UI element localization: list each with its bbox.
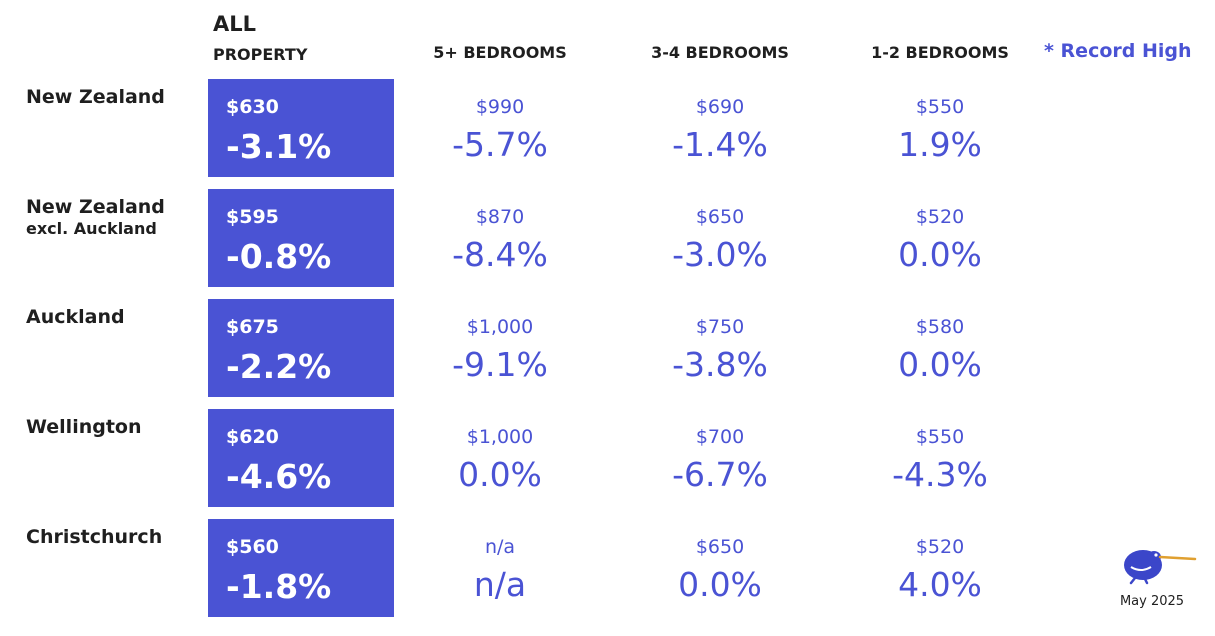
header-5plus-bedrooms: 5+ BEDROOMS — [433, 43, 567, 62]
header-1-2-bedrooms: 1-2 BEDROOMS — [871, 43, 1009, 62]
cell-1-2: $550 1.9% — [830, 79, 1050, 177]
cell-change: n/a — [473, 565, 527, 604]
header-3-4-bedrooms: 3-4 BEDROOMS — [651, 43, 789, 62]
cell-change: 0.0% — [898, 235, 982, 274]
table-row: Auckland $675 -2.2% $1,000 -9.1% $750 -3… — [0, 299, 1215, 397]
cell-change: -5.7% — [452, 125, 548, 164]
cell-3-4: $650 -3.0% — [610, 189, 830, 287]
all-price: $560 — [226, 536, 279, 558]
region-name: New Zealand — [26, 86, 165, 108]
cell-5plus: $1,000 0.0% — [390, 409, 610, 507]
header-all: ALL — [213, 12, 257, 36]
table-row: New Zealand excl. Auckland $595 -0.8% $8… — [0, 189, 1215, 287]
region-label: Christchurch — [26, 525, 162, 549]
cell-change: -1.4% — [672, 125, 768, 164]
cell-price: $520 — [915, 536, 965, 558]
cell-change: 0.0% — [458, 455, 542, 494]
all-property-cell: $620 -4.6% — [208, 409, 394, 507]
all-price: $675 — [226, 316, 279, 338]
kiwi-bird-icon — [1121, 545, 1201, 585]
cell-price: $650 — [695, 206, 745, 228]
cell-change: -6.7% — [672, 455, 768, 494]
cell-price: $550 — [915, 426, 965, 448]
cell-3-4: $690 -1.4% — [610, 79, 830, 177]
cell-1-2: $520 0.0% — [830, 189, 1050, 287]
cell-price: $550 — [915, 96, 965, 118]
cell-3-4: $650 0.0% — [610, 519, 830, 617]
all-change: -2.2% — [226, 347, 332, 386]
cell-price: n/a — [484, 536, 516, 558]
cell-5plus: n/a n/a — [390, 519, 610, 617]
header-property: PROPERTY — [213, 45, 308, 64]
cell-5plus: $1,000 -9.1% — [390, 299, 610, 397]
record-high-legend: * Record High — [1044, 40, 1192, 62]
region-name: New Zealand — [26, 196, 165, 218]
region-name: Auckland — [26, 306, 125, 328]
all-property-cell: $630 -3.1% — [208, 79, 394, 177]
cell-1-2: $550 -4.3% — [830, 409, 1050, 507]
region-label: Auckland — [26, 305, 125, 329]
cell-price: $700 — [695, 426, 745, 448]
cell-price: $750 — [695, 316, 745, 338]
all-price: $595 — [226, 206, 279, 228]
region-label: New Zealand — [26, 85, 165, 109]
cell-price: $1,000 — [466, 426, 534, 448]
cell-1-2: $580 0.0% — [830, 299, 1050, 397]
cell-change: -3.0% — [672, 235, 768, 274]
cell-change: 1.9% — [898, 125, 982, 164]
report-date: May 2025 — [1119, 594, 1185, 609]
all-property-cell: $675 -2.2% — [208, 299, 394, 397]
all-change: -1.8% — [226, 567, 332, 606]
all-change: -4.6% — [226, 457, 332, 496]
cell-price: $870 — [475, 206, 525, 228]
cell-5plus: $870 -8.4% — [390, 189, 610, 287]
region-name: Wellington — [26, 416, 142, 438]
cell-price: $690 — [695, 96, 745, 118]
region-name: Christchurch — [26, 526, 163, 548]
all-price: $630 — [226, 96, 279, 118]
cell-price: $1,000 — [466, 316, 534, 338]
table-row: New Zealand $630 -3.1% $990 -5.7% $690 -… — [0, 79, 1215, 177]
cell-change: 4.0% — [898, 565, 982, 604]
cell-change: -9.1% — [452, 345, 548, 384]
cell-1-2: $520 4.0% — [830, 519, 1050, 617]
cell-3-4: $750 -3.8% — [610, 299, 830, 397]
all-price: $620 — [226, 426, 279, 448]
cell-change: -8.4% — [452, 235, 548, 274]
cell-price: $580 — [915, 316, 965, 338]
region-sub: excl. Auckland — [26, 219, 157, 238]
table-row: Wellington $620 -4.6% $1,000 0.0% $700 -… — [0, 409, 1215, 507]
all-property-cell: $595 -0.8% — [208, 189, 394, 287]
all-property-cell: $560 -1.8% — [208, 519, 394, 617]
cell-price: $520 — [915, 206, 965, 228]
cell-change: 0.0% — [898, 345, 982, 384]
cell-price: $990 — [475, 96, 525, 118]
cell-change: -3.8% — [672, 345, 768, 384]
cell-change: -4.3% — [892, 455, 988, 494]
cell-price: $650 — [695, 536, 745, 558]
cell-3-4: $700 -6.7% — [610, 409, 830, 507]
all-change: -0.8% — [226, 237, 332, 276]
region-label: New Zealand excl. Auckland — [26, 195, 165, 239]
region-label: Wellington — [26, 415, 142, 439]
cell-change: 0.0% — [678, 565, 762, 604]
table-row: Christchurch $560 -1.8% n/a n/a $650 0.0… — [0, 519, 1215, 617]
all-change: -3.1% — [226, 127, 332, 166]
cell-5plus: $990 -5.7% — [390, 79, 610, 177]
